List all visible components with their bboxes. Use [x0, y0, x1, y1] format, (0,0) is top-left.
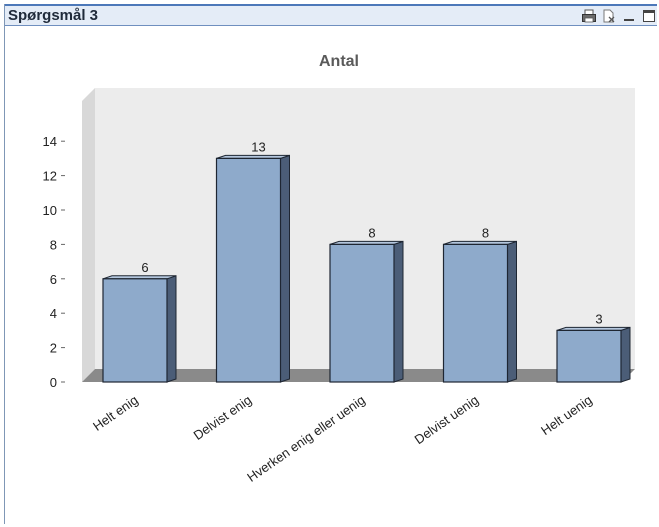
bar[interactable] — [329, 240, 404, 383]
y-tick-label: 6 — [50, 272, 57, 287]
data-label: 13 — [251, 139, 265, 154]
bar-front — [215, 157, 282, 383]
window-title: Spørgsmål 3 — [8, 7, 99, 24]
data-label: 6 — [141, 260, 148, 275]
bar-front — [102, 278, 168, 383]
data-label: 8 — [368, 225, 375, 240]
bar-side — [507, 240, 517, 383]
bar-front — [329, 243, 395, 383]
maximize-icon[interactable] — [641, 8, 657, 24]
y-tick-label: 8 — [50, 237, 57, 252]
y-axis: 0 2 4 6 8 10 12 14 — [43, 134, 65, 390]
y-tick-label: 12 — [43, 169, 57, 184]
bar-side — [166, 275, 177, 383]
print-icon[interactable] — [581, 8, 597, 24]
data-label: 8 — [482, 225, 489, 240]
y-tick-label: 4 — [50, 306, 57, 321]
window-titlebar[interactable]: Spørgsmål 3 — [5, 4, 657, 26]
bar[interactable] — [442, 240, 517, 383]
x-tick-label: Delvist uenig — [412, 392, 482, 447]
y-tick-label: 14 — [43, 134, 57, 149]
bar-chart: Antal 0 2 4 6 8 10 12 14 6 13 8 8 3 Helt enig Delvis… — [43, 53, 635, 485]
minimize-icon[interactable] — [621, 8, 637, 24]
bar-front — [556, 329, 622, 383]
bars: 6 13 8 8 3 — [102, 139, 631, 383]
data-label: 3 — [595, 311, 602, 326]
bar-side — [393, 240, 404, 383]
side-wall — [82, 88, 95, 382]
bar[interactable] — [102, 275, 177, 383]
bar-side — [620, 326, 631, 383]
clear-selection-icon[interactable] — [601, 8, 617, 24]
bar[interactable] — [215, 154, 290, 383]
x-tick-label: Hverken enig eller uenig — [244, 392, 367, 485]
x-tick-label: Helt uenig — [538, 392, 595, 438]
y-tick-label: 2 — [50, 341, 57, 356]
bar-side — [280, 154, 290, 383]
x-tick-label: Helt enig — [90, 392, 141, 434]
chart-title: Antal — [319, 53, 359, 70]
titlebar-icons — [581, 7, 657, 25]
y-tick-label: 0 — [50, 375, 57, 390]
chart-window: Spørgsmål 3 Antal 0 2 4 6 8 10 12 14 6 13 8 8 3 — [4, 4, 657, 524]
y-tick-label: 10 — [43, 203, 57, 218]
bar[interactable] — [556, 326, 631, 383]
bar-front — [442, 243, 509, 383]
x-tick-label: Delvist enig — [191, 392, 255, 443]
